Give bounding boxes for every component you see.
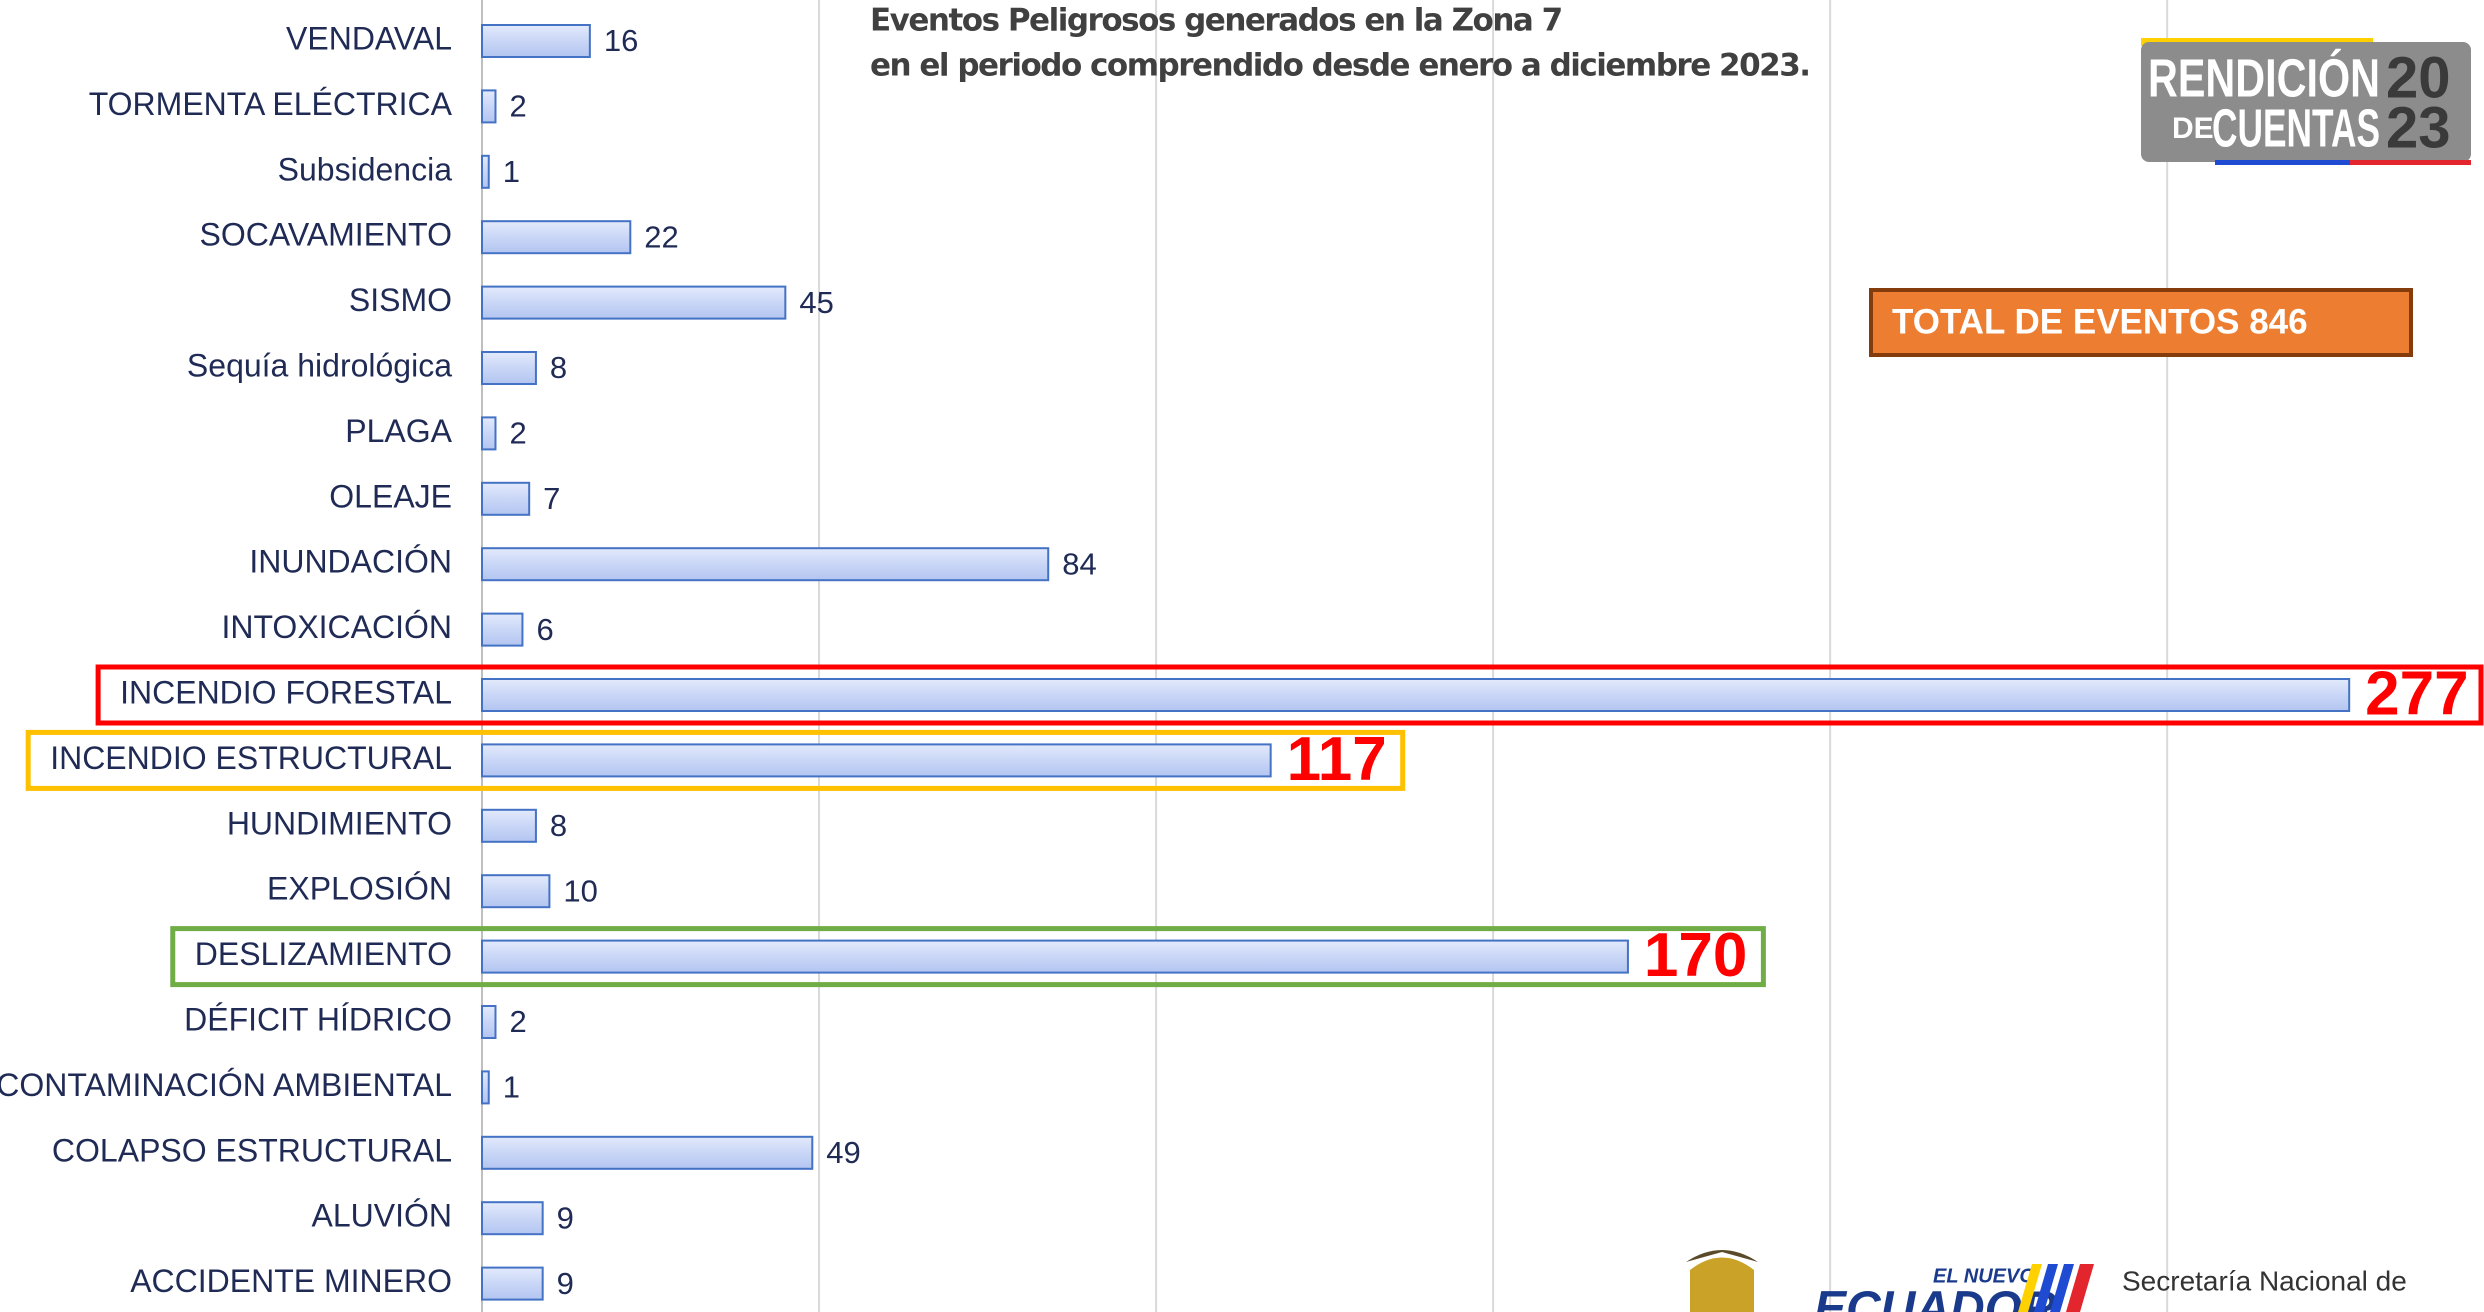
value-label: 2 [509, 1004, 526, 1039]
y-tick-label: INUNDACIÓN [249, 544, 452, 580]
value-label: 2 [509, 89, 526, 124]
value-label: 16 [604, 23, 638, 58]
highlight-box [170, 926, 1766, 988]
y-tick-label: OLEAJE [329, 478, 452, 514]
y-tick-label: SISMO [349, 282, 452, 318]
footer-agency: Secretaría Nacional de [2122, 1265, 2407, 1296]
footer: EL NUEVO ECUADOR Secretaría Nacional de [1686, 1250, 2407, 1312]
bar [481, 89, 497, 124]
y-tick-label: PLAGA [345, 413, 452, 449]
y-tick-label: INCENDIO ESTRUCTURAL [50, 740, 452, 776]
value-label: 7 [543, 481, 560, 516]
y-tick-label: EXPLOSIÓN [267, 871, 452, 907]
bar [481, 1201, 544, 1236]
value-label: 49 [826, 1135, 860, 1170]
value-label: 277 [2365, 659, 2468, 728]
bar [481, 547, 1050, 582]
bar [481, 220, 632, 255]
bar [481, 1005, 497, 1039]
logo-year: 20 [2386, 45, 2451, 110]
y-tick-label: INCENDIO FORESTAL [120, 674, 452, 710]
y-tick-label: TORMENTA ELÉCTRICA [89, 86, 453, 122]
value-label: 6 [536, 612, 553, 647]
bar [481, 416, 497, 451]
y-tick-label: DÉFICIT HÍDRICO [184, 1001, 452, 1037]
bar [481, 1070, 490, 1105]
bar [481, 1266, 544, 1301]
logo-text: CUENTAS [2212, 98, 2380, 158]
y-tick-label: CONTAMINACIÓN AMBIENTAL [0, 1067, 452, 1103]
bar [481, 154, 490, 189]
value-label: 45 [799, 285, 833, 320]
value-label: 8 [550, 350, 567, 385]
total-box [1869, 288, 2413, 357]
value-label: 117 [1287, 725, 1387, 794]
footer-tag: EL NUEVO [1933, 1265, 2035, 1287]
y-tick-label: ALUVIÓN [312, 1198, 452, 1234]
y-tick-label: ACCIDENTE MINERO [130, 1263, 452, 1299]
highlight-box [25, 729, 1406, 791]
value-label: 8 [550, 808, 567, 843]
value-label: 2 [509, 416, 526, 451]
total-annotation: TOTAL DE EVENTOS 846 [1892, 302, 2308, 341]
y-tick-label: DESLIZAMIENTO [195, 936, 452, 972]
logo-text: DE [2172, 112, 2214, 145]
y-tick-label: Sequía hidrológica [187, 347, 452, 383]
y-tick-label: COLAPSO ESTRUCTURAL [52, 1132, 452, 1168]
y-tick-label: VENDAVAL [286, 20, 452, 56]
value-label: 10 [563, 873, 597, 908]
logo-text: RENDICIÓN [2148, 48, 2380, 108]
logo: RENDICIÓN DE CUENTAS 20 23 [2141, 38, 2471, 165]
value-label: 22 [644, 219, 678, 254]
highlight-box [95, 664, 2484, 726]
logo-year: 23 [2386, 95, 2451, 160]
y-tick-label: INTOXICACIÓN [221, 609, 452, 645]
footer-brand: ECUADOR [1814, 1283, 2057, 1312]
y-tick-label: SOCAVAMIENTO [200, 217, 452, 253]
y-tick-label: Subsidencia [278, 151, 453, 187]
bar [481, 1135, 814, 1170]
value-label: 9 [557, 1266, 574, 1301]
bar [481, 481, 531, 516]
bar [481, 351, 537, 385]
value-label: 9 [557, 1200, 574, 1235]
bar [481, 678, 2351, 712]
chart-title: en el periodo comprendido desde enero a … [870, 48, 1810, 84]
bar [481, 808, 537, 843]
emblem [1690, 1257, 1754, 1312]
y-tick-label: HUNDIMIENTO [227, 805, 452, 841]
bar [481, 743, 1272, 778]
chart-title: Eventos Peligrosos generados en la Zona … [870, 3, 1562, 39]
bar [481, 874, 551, 909]
value-label: 84 [1062, 546, 1096, 581]
emblem [1686, 1250, 1758, 1262]
value-label: 1 [503, 1070, 520, 1105]
bar [481, 939, 1629, 974]
bar [481, 24, 591, 58]
bar [481, 285, 787, 320]
value-label: 1 [503, 154, 520, 189]
bar [481, 612, 524, 647]
value-label: 170 [1644, 921, 1747, 990]
